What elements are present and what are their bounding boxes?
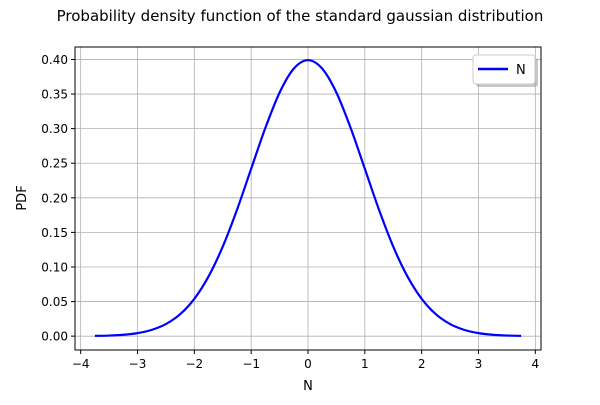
y-tick-label: 0.10	[41, 260, 68, 274]
series-line-n	[94, 59, 522, 337]
y-tick-label: 0.30	[41, 122, 68, 136]
x-tick-label: 4	[531, 357, 539, 371]
x-axis-label: N	[303, 379, 313, 394]
x-tick-label: 1	[361, 357, 369, 371]
y-tick-label: 0.25	[41, 157, 68, 171]
x-tick-label: 3	[475, 357, 483, 371]
legend-label-n: N	[516, 63, 526, 78]
y-axis-label: PDF	[15, 185, 30, 210]
x-tick-label: −2	[185, 357, 203, 371]
y-tick-label: 0.40	[41, 53, 68, 67]
x-tick-label: −4	[72, 357, 90, 371]
y-tick-label: 0.35	[41, 88, 68, 102]
x-tick-label: −1	[242, 357, 260, 371]
series-layer	[94, 59, 522, 337]
grid	[75, 47, 541, 350]
x-tick-label: 2	[418, 357, 426, 371]
y-axis-ticks: 0.00 0.05 0.10 0.15 0.20 0.25 0.30 0.35 0.40	[41, 53, 75, 344]
x-axis-ticks: −4 −3 −2 −1 0 1 2 3 4	[72, 350, 539, 371]
y-tick-label: 0.15	[41, 226, 68, 240]
legend: N	[472, 54, 538, 87]
x-tick-label: −3	[129, 357, 147, 371]
chart-title: Probability density function of the stan…	[57, 7, 544, 25]
y-tick-label: 0.20	[41, 191, 68, 205]
y-tick-label: 0.00	[41, 330, 68, 344]
y-tick-label: 0.05	[41, 295, 68, 309]
x-tick-label: 0	[304, 357, 312, 371]
